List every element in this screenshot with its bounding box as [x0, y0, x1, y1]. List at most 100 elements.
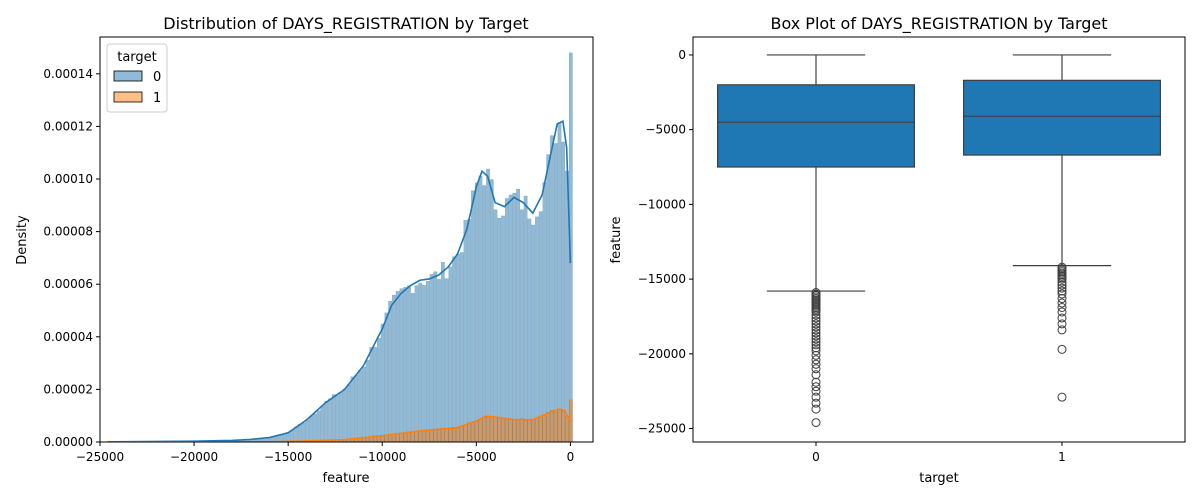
histogram-bar-0 — [459, 252, 464, 443]
histogram-bar-1 — [471, 421, 475, 443]
outlier-point-0 — [811, 382, 821, 392]
histogram-bar-0 — [433, 271, 438, 443]
y-tick-label: 0.00012 — [43, 119, 93, 133]
outlier-point-0 — [811, 386, 821, 396]
outlier-point-0 — [811, 334, 821, 344]
histogram-bar-0 — [535, 216, 539, 443]
histogram-bar-0 — [297, 424, 302, 443]
histogram-bar-1 — [482, 416, 487, 443]
outlier-point-1 — [1057, 283, 1067, 293]
histogram-bar-0 — [305, 419, 310, 443]
outlier-point-0 — [811, 343, 821, 353]
histogram-bar-1 — [388, 434, 393, 443]
outlier-point-0 — [811, 331, 821, 341]
boxplot-title: Box Plot of DAYS_REGISTRATION by Target — [770, 14, 1107, 34]
histogram-bar-0 — [290, 429, 295, 443]
histogram-bar-0 — [331, 394, 336, 443]
outlier-point-0 — [811, 364, 821, 374]
histogram-bar-0 — [369, 347, 374, 443]
histogram-bar-0 — [512, 192, 517, 443]
outlier-point-0 — [811, 310, 821, 320]
y-tick-label: 0.00014 — [43, 67, 93, 81]
histogram-bar-0 — [531, 224, 536, 443]
histogram-bar-0 — [313, 413, 317, 443]
histogram-bar-1 — [542, 415, 547, 443]
histogram-plot-frame — [99, 36, 594, 443]
histogram-bar-0 — [373, 346, 377, 443]
outlier-point-0 — [811, 346, 821, 356]
histogram-bar-0 — [523, 195, 528, 443]
outlier-point-1 — [1057, 325, 1067, 335]
legend-swatch-1 — [113, 91, 143, 103]
histogram-bar-1 — [550, 410, 554, 443]
outlier-point-0 — [811, 355, 821, 365]
histogram-bar-0 — [376, 338, 381, 443]
outlier-point-1 — [1057, 289, 1067, 299]
histogram-bars — [106, 52, 573, 443]
histogram-bar-0 — [448, 266, 453, 443]
outlier-point-1 — [1057, 294, 1067, 304]
histogram-bar-0 — [489, 179, 494, 443]
histogram-bar-0 — [444, 278, 449, 443]
x-tick-label: −25000 — [76, 450, 124, 464]
histogram-bar-0 — [437, 279, 441, 443]
outlier-point-1 — [1057, 280, 1067, 290]
histogram-bar-1 — [489, 416, 494, 443]
histogram-bar-1 — [395, 433, 400, 443]
x-tick-label: 0 — [812, 450, 820, 464]
outlier-point-0 — [811, 359, 821, 369]
histogram-bar-0 — [478, 175, 483, 443]
histogram-bar-0 — [471, 190, 475, 443]
y-axis-ticks-box: 0 −5000 −10000 −15000 −20000 −25000 — [638, 48, 693, 436]
x-axis-ticks: −25000 −20000 −15000 −10000 −5000 0 — [76, 442, 574, 464]
outlier-point-0 — [811, 307, 821, 317]
histogram-bar-0 — [410, 293, 415, 443]
legend-label-1: 1 — [153, 91, 161, 106]
outlier-point-0 — [811, 316, 821, 326]
outlier-point-0 — [811, 392, 821, 402]
histogram-bar-1 — [508, 418, 513, 443]
histogram-bar-0 — [309, 415, 314, 443]
x-tick-label: 0 — [567, 450, 575, 464]
outlier-point-0 — [811, 418, 821, 428]
histogram-bar-1 — [380, 435, 385, 443]
histogram-bar-0 — [542, 182, 547, 443]
histogram-bar-0 — [335, 395, 340, 443]
histogram-bar-0 — [361, 366, 366, 443]
outlier-point-1 — [1057, 344, 1067, 354]
legend: target 0 1 — [106, 43, 168, 113]
y-tick-label: 0.00010 — [43, 172, 93, 186]
histogram-bar-1 — [516, 419, 520, 443]
boxplot-panel: Box Plot of DAYS_REGISTRATION by Target … — [609, 14, 1186, 486]
histogram-bar-0 — [493, 209, 498, 443]
outlier-point-1 — [1057, 392, 1067, 402]
histogram-bar-0 — [414, 285, 419, 443]
histogram-bar-0 — [395, 291, 400, 443]
y-tick-label: 0 — [678, 48, 686, 62]
histogram-bar-1 — [407, 431, 411, 443]
histogram-bar-0 — [320, 405, 325, 443]
histogram-bar-1 — [437, 429, 441, 443]
histogram-xlabel: feature — [323, 471, 370, 486]
histogram-bar-0 — [399, 288, 404, 443]
outlier-point-0 — [811, 322, 821, 332]
x-tick-label: 1 — [1058, 450, 1066, 464]
histogram-bar-0 — [346, 384, 351, 443]
histogram-bar-1 — [414, 431, 419, 443]
histogram-bar-1 — [448, 428, 453, 443]
histogram-bar-1 — [553, 411, 558, 443]
histogram-bar-0 — [452, 256, 457, 443]
y-tick-label: 0.00008 — [43, 225, 93, 239]
histogram-title: Distribution of DAYS_REGISTRATION by Tar… — [163, 14, 528, 34]
histogram-bar-1 — [459, 426, 464, 443]
y-axis-ticks: 0.00000 0.00002 0.00004 0.00006 0.00008 0.000… — [43, 67, 100, 449]
outlier-point-1 — [1057, 319, 1067, 329]
outlier-point-0 — [811, 370, 821, 380]
outlier-point-0 — [811, 319, 821, 329]
histogram-bar-0 — [418, 282, 423, 443]
histogram-bar-1 — [433, 429, 438, 443]
x-tick-label: −5000 — [456, 450, 497, 464]
histogram-bar-1 — [474, 421, 479, 443]
boxplot-xlabel: target — [919, 471, 959, 486]
y-tick-label: −5000 — [645, 123, 686, 137]
